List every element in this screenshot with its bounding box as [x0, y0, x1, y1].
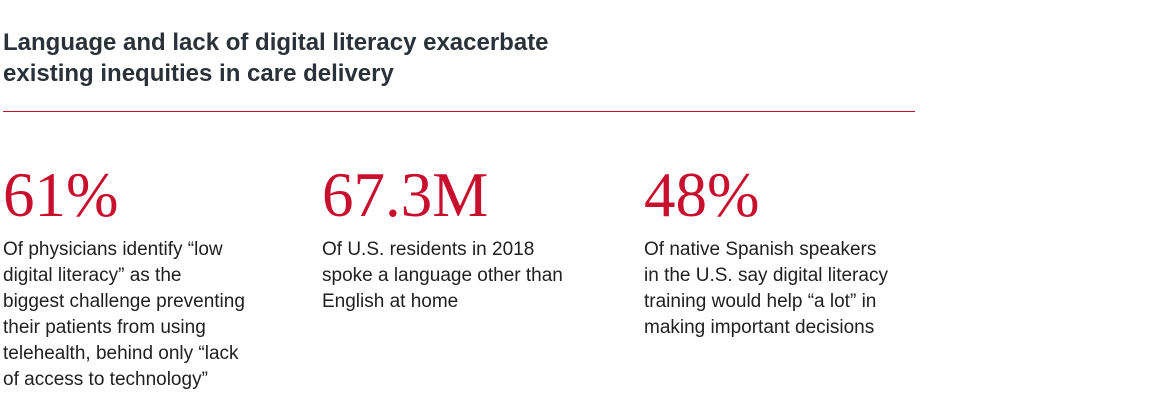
stat-card-physicians: 61% Of physicians identify “low digital …	[3, 160, 288, 393]
divider	[3, 111, 915, 112]
stat-description-line: digital literacy” as the	[3, 265, 182, 286]
title-line: Language and lack of digital literacy ex…	[3, 29, 549, 56]
stat-description-line: training would help “a lot” in	[644, 291, 877, 312]
stat-description: Of U.S. residents in 2018 spoke a langua…	[322, 237, 612, 315]
stat-description-line: Of native Spanish speakers	[644, 239, 877, 260]
stat-card-us-residents: 67.3M Of U.S. residents in 2018 spoke a …	[322, 160, 612, 315]
stat-description-line: biggest challenge preventing	[3, 291, 245, 312]
stat-value: 61%	[3, 160, 119, 230]
stat-description: Of physicians identify “low digital lite…	[3, 237, 288, 393]
stat-value: 67.3M	[322, 160, 489, 230]
stat-description-line: their patients from using	[3, 317, 206, 338]
stat-description-line: Of physicians identify “low	[3, 239, 223, 260]
stat-description-line: Of U.S. residents in 2018	[322, 239, 535, 260]
stat-card-spanish-speakers: 48% Of native Spanish speakers in the U.…	[644, 160, 934, 341]
stat-description-line: spoke a language other than	[322, 265, 563, 286]
page-title: Language and lack of digital literacy ex…	[3, 27, 763, 89]
stat-description-line: of access to technology”	[3, 369, 208, 390]
title-line: existing inequities in care delivery	[3, 60, 394, 87]
stat-description: Of native Spanish speakers in the U.S. s…	[644, 237, 934, 341]
stat-description-line: making important decisions	[644, 317, 875, 338]
stat-description-line: English at home	[322, 291, 459, 312]
stat-value: 48%	[644, 160, 760, 230]
stat-description-line: telehealth, behind only “lack	[3, 343, 239, 364]
stat-description-line: in the U.S. say digital literacy	[644, 265, 888, 286]
